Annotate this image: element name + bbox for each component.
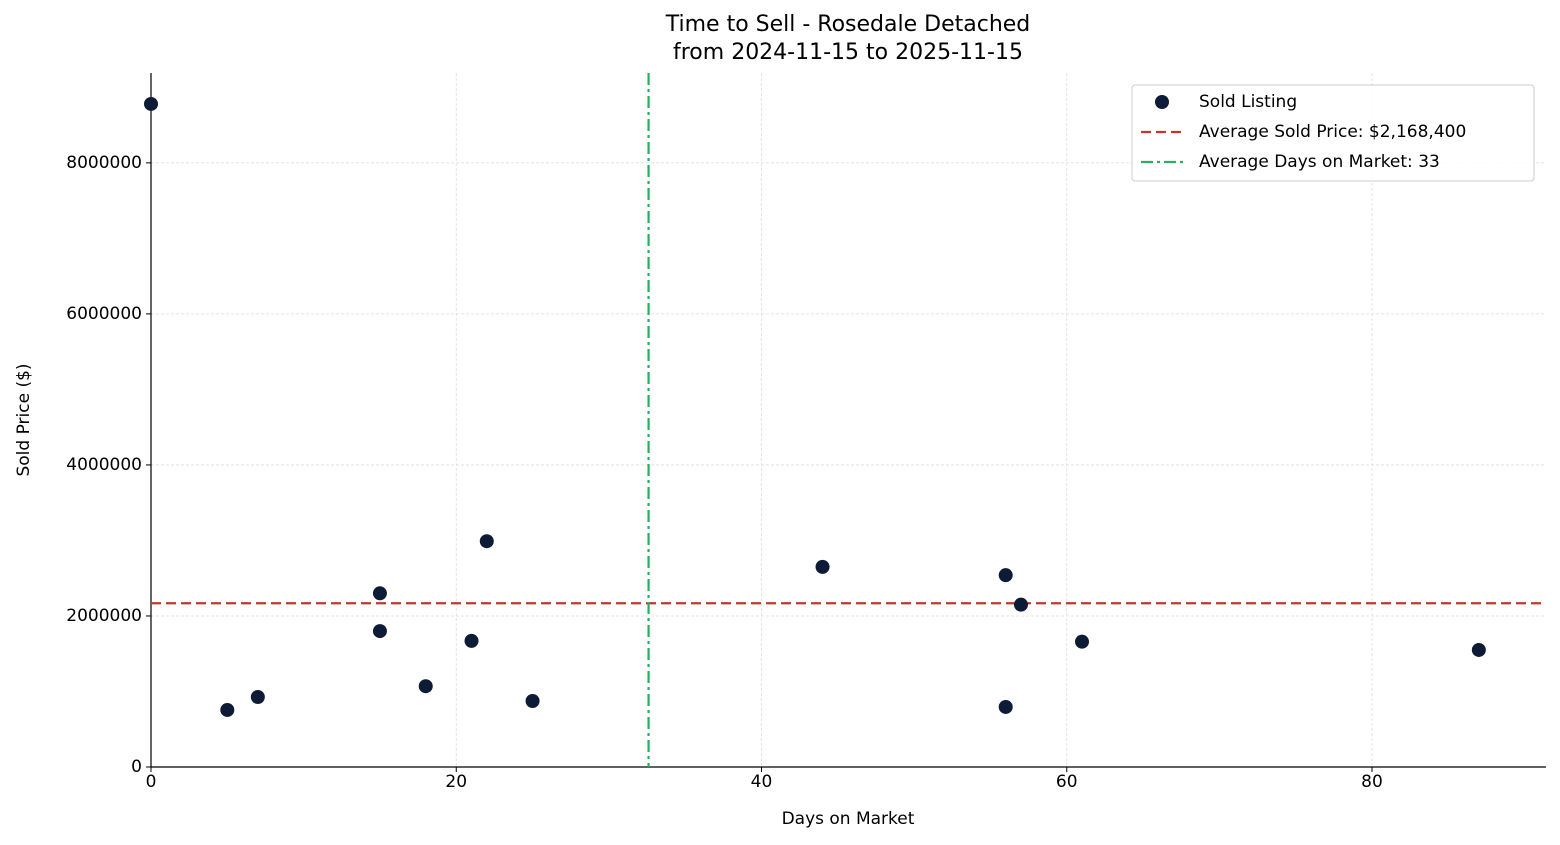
legend-label: Average Sold Price: $2,168,400 — [1199, 122, 1466, 142]
point — [479, 534, 494, 549]
x-tick-label: 80 — [1361, 772, 1383, 792]
point — [815, 559, 830, 574]
point — [250, 689, 265, 704]
point — [998, 568, 1013, 583]
point — [1471, 642, 1486, 657]
point — [418, 679, 433, 694]
point — [1075, 634, 1090, 649]
legend-label: Sold Listing — [1199, 92, 1297, 112]
chart-title: Time to Sell - Rosedale Detached — [665, 12, 1031, 37]
point — [220, 702, 235, 717]
point — [525, 693, 540, 708]
point — [144, 96, 158, 111]
x-tick-label: 0 — [146, 772, 157, 792]
x-tick-label: 60 — [1056, 772, 1078, 792]
point — [464, 633, 479, 648]
chart-subtitle: from 2024-11-15 to 2025-11-15 — [673, 40, 1023, 65]
y-tick-label: 2000000 — [66, 606, 142, 626]
y-tick-label: 0 — [131, 757, 142, 777]
x-tick-label: 40 — [751, 772, 773, 792]
point — [372, 624, 387, 639]
y-axis-label: Sold Price ($) — [14, 363, 34, 476]
legend-marker — [1155, 95, 1169, 109]
point — [372, 586, 387, 601]
point — [1013, 597, 1028, 612]
y-tick-label: 8000000 — [66, 153, 142, 173]
x-tick-label: 20 — [445, 772, 467, 792]
x-axis-label: Days on Market — [782, 809, 915, 829]
legend-label: Average Days on Market: 33 — [1199, 152, 1440, 172]
legend-box — [1131, 84, 1535, 182]
y-tick-label: 4000000 — [66, 455, 142, 475]
y-tick-label: 6000000 — [66, 304, 142, 324]
point — [998, 699, 1013, 714]
